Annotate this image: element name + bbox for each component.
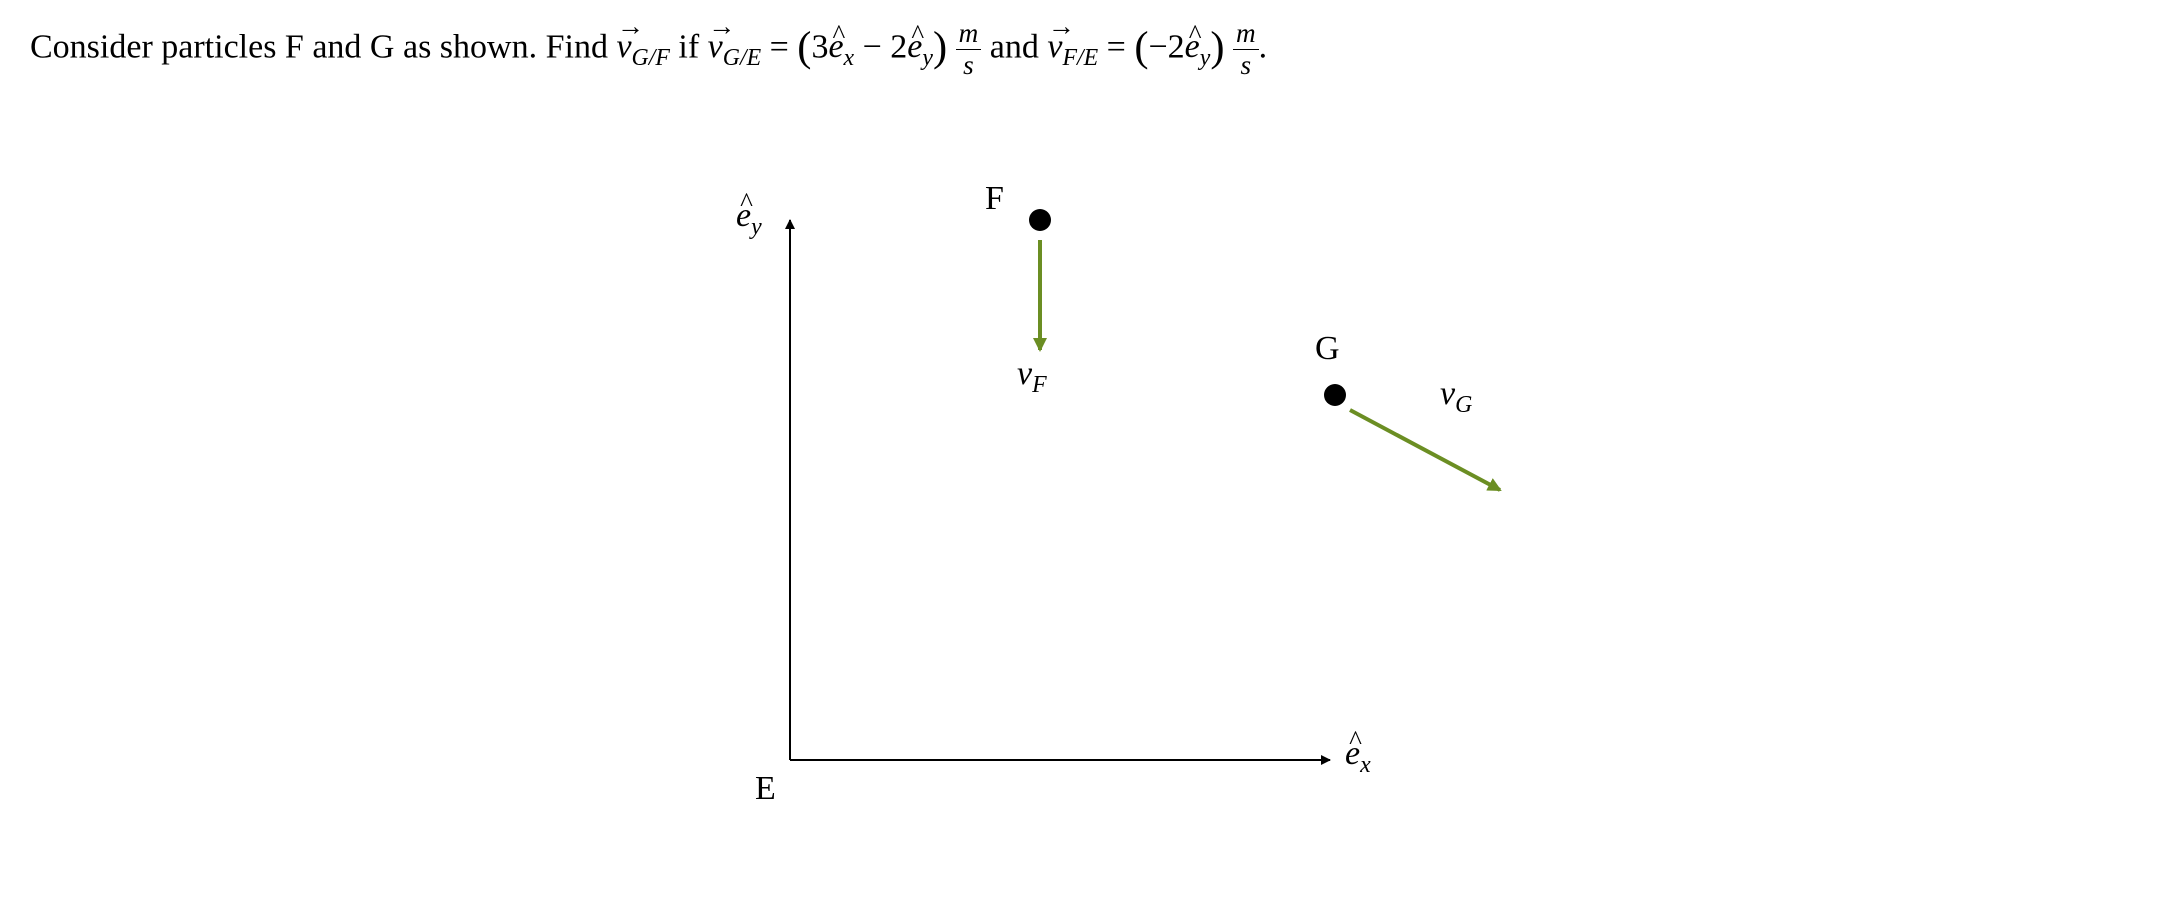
diagram-svg xyxy=(720,180,1620,820)
v-fe-sub: F/E xyxy=(1062,45,1098,71)
x-axis-label: ex xyxy=(1345,735,1371,779)
period: . xyxy=(1259,28,1268,65)
diagram: E ey ex F vF G vG xyxy=(720,180,1620,820)
origin-label: E xyxy=(755,770,776,808)
y-axis-label: ey xyxy=(736,197,762,241)
paren-r1: ) xyxy=(933,24,947,71)
fraction-2: ms xyxy=(1233,18,1259,81)
fraction-1: ms xyxy=(956,18,982,81)
if-text: if xyxy=(678,28,707,65)
particle-f-label: F xyxy=(985,180,1004,218)
intro-text: Consider particles F and G as shown. Fin… xyxy=(30,28,616,65)
e1: e xyxy=(828,28,843,65)
coef2: 2 xyxy=(890,28,907,65)
problem-statement: Consider particles F and G as shown. Fin… xyxy=(30,18,1267,81)
v-gf-symbol: v xyxy=(616,28,631,65)
velocity-g-label: vG xyxy=(1440,375,1472,419)
and-text: and xyxy=(990,28,1048,65)
particle-g-dot xyxy=(1324,384,1346,406)
particle-f-dot xyxy=(1029,209,1051,231)
coef1: 3 xyxy=(811,28,828,65)
velocity-f-label: vF xyxy=(1017,355,1047,399)
velocity-g-arrow xyxy=(1350,410,1500,490)
v-ge-sub: G/E xyxy=(723,45,761,71)
neg: − xyxy=(1148,28,1167,65)
minus: − xyxy=(863,28,891,65)
eq2: = xyxy=(1107,28,1135,65)
paren-l1: ( xyxy=(797,24,811,71)
e3: e xyxy=(1185,28,1200,65)
coef3: 2 xyxy=(1168,28,1185,65)
particle-g-label: G xyxy=(1315,330,1340,368)
e2: e xyxy=(907,28,922,65)
v-fe-symbol: v xyxy=(1047,28,1062,65)
paren-l2: ( xyxy=(1134,24,1148,71)
v-gf-sub: G/F xyxy=(632,45,670,71)
v-ge-symbol: v xyxy=(708,28,723,65)
eq1: = xyxy=(770,28,798,65)
paren-r2: ) xyxy=(1210,24,1224,71)
